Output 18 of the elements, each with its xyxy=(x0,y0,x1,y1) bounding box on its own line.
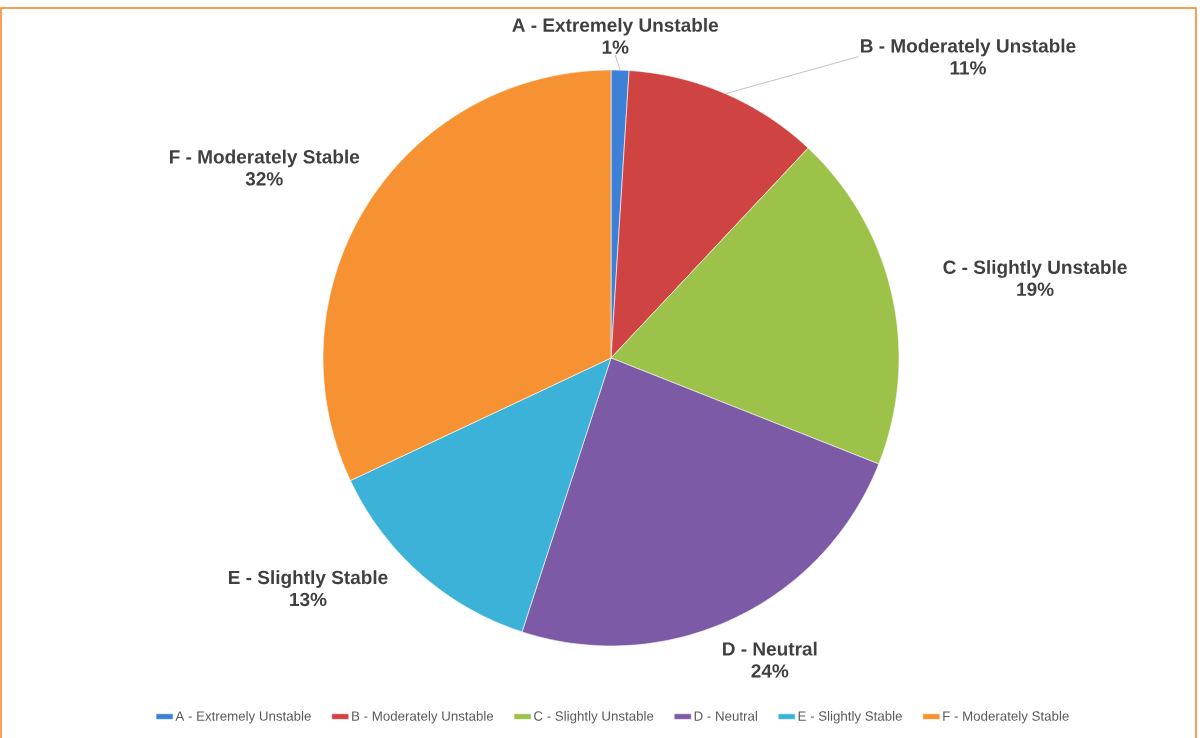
legend-label: A - Extremely Unstable xyxy=(175,711,311,724)
legend-label: F - Moderately Stable xyxy=(943,711,1069,724)
slice-label: B - Moderately Unstable xyxy=(861,38,1076,57)
data-label: 24% xyxy=(751,664,789,678)
data-label: 13% xyxy=(290,592,327,607)
legend-label: C - Slightly Unstable xyxy=(534,711,654,724)
slice-label: D - Neutral xyxy=(723,641,817,656)
legend-label: B - Moderately Unstable xyxy=(352,711,494,724)
data-label: 11% xyxy=(950,61,986,75)
legend-label: E - Slightly Stable xyxy=(798,711,902,724)
legend-label: D - Neutral xyxy=(694,711,757,721)
slice-label: A - Extremely Unstable xyxy=(512,17,719,36)
slice-label: F - Moderately Stable xyxy=(169,149,360,168)
slice-label: E - Slightly Stable xyxy=(229,570,388,588)
data-label: 19% xyxy=(1017,282,1054,297)
data-label: 32% xyxy=(245,172,283,186)
slice-label: C - Slightly Unstable xyxy=(943,260,1127,278)
data-label: 1% xyxy=(602,40,629,54)
